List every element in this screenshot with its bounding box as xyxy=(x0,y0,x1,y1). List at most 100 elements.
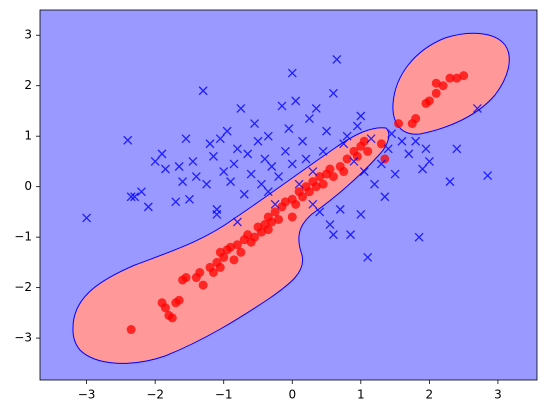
point xyxy=(394,119,404,129)
point xyxy=(222,126,232,136)
y-tick-label: −3 xyxy=(14,331,32,345)
y-tick-label: −1 xyxy=(14,230,32,244)
point xyxy=(424,156,434,166)
point xyxy=(174,295,184,305)
point xyxy=(157,149,167,159)
point xyxy=(404,149,414,159)
point xyxy=(411,136,421,146)
point xyxy=(352,121,362,131)
point xyxy=(291,199,301,209)
point xyxy=(191,172,201,182)
point xyxy=(315,207,325,217)
point xyxy=(356,111,366,121)
point xyxy=(452,73,462,83)
point xyxy=(387,129,397,139)
point xyxy=(280,197,290,207)
y-tick-label: 2 xyxy=(24,78,32,92)
point xyxy=(232,240,242,250)
point xyxy=(260,154,270,164)
point xyxy=(325,220,335,229)
point xyxy=(421,144,431,154)
point xyxy=(126,325,136,335)
point xyxy=(291,96,301,106)
point xyxy=(418,164,427,174)
point xyxy=(82,213,92,223)
point xyxy=(198,86,208,96)
point xyxy=(363,252,373,262)
point xyxy=(167,313,177,323)
point xyxy=(270,207,280,217)
point xyxy=(215,134,225,144)
point xyxy=(339,139,349,149)
point xyxy=(188,156,198,166)
point xyxy=(263,225,273,235)
point xyxy=(229,159,239,169)
y-tick-label: 0 xyxy=(24,179,32,193)
point xyxy=(195,267,205,277)
point xyxy=(380,154,390,164)
x-tick-label: −2 xyxy=(146,388,164,402)
point xyxy=(284,124,294,134)
point xyxy=(376,159,386,169)
point xyxy=(226,177,236,187)
x-tick-label: 2 xyxy=(426,388,434,402)
point xyxy=(346,230,355,240)
point xyxy=(311,182,321,192)
point xyxy=(253,136,263,146)
x-tick-label: 1 xyxy=(357,388,365,402)
point xyxy=(267,162,277,171)
point xyxy=(287,212,297,222)
point xyxy=(328,230,338,240)
point xyxy=(126,192,136,202)
point xyxy=(256,179,266,189)
point xyxy=(239,189,249,199)
plot-frame xyxy=(39,9,538,381)
point xyxy=(349,156,359,166)
point xyxy=(383,144,393,154)
point xyxy=(414,232,424,242)
point xyxy=(236,103,246,113)
y-tick-label: −2 xyxy=(14,280,32,294)
point xyxy=(215,262,225,272)
point xyxy=(181,134,191,144)
point xyxy=(328,172,338,182)
point xyxy=(270,199,280,209)
point xyxy=(267,217,277,227)
point xyxy=(229,255,239,265)
point xyxy=(232,217,242,227)
point xyxy=(280,146,290,156)
point xyxy=(232,144,242,154)
point xyxy=(325,164,335,174)
point xyxy=(301,154,311,164)
point xyxy=(411,114,421,124)
point xyxy=(339,167,349,177)
point xyxy=(256,227,266,237)
point xyxy=(184,194,194,204)
point xyxy=(123,135,133,145)
point xyxy=(263,131,273,141)
point xyxy=(150,156,160,166)
point xyxy=(246,169,256,179)
point xyxy=(226,242,236,252)
point xyxy=(208,151,218,161)
point xyxy=(322,126,332,136)
point xyxy=(390,169,400,179)
point xyxy=(294,179,304,189)
point xyxy=(130,192,140,202)
point xyxy=(342,154,352,164)
point xyxy=(431,78,441,88)
x-tick-label: −3 xyxy=(78,388,96,402)
point xyxy=(424,96,434,106)
point xyxy=(171,197,181,207)
point xyxy=(178,177,188,187)
point xyxy=(181,273,191,283)
point xyxy=(205,139,215,149)
x-tick-label: 0 xyxy=(288,388,296,402)
point xyxy=(208,267,218,277)
point xyxy=(274,214,284,224)
point xyxy=(304,187,314,197)
point xyxy=(363,146,373,156)
point xyxy=(342,131,352,141)
point xyxy=(236,247,246,257)
